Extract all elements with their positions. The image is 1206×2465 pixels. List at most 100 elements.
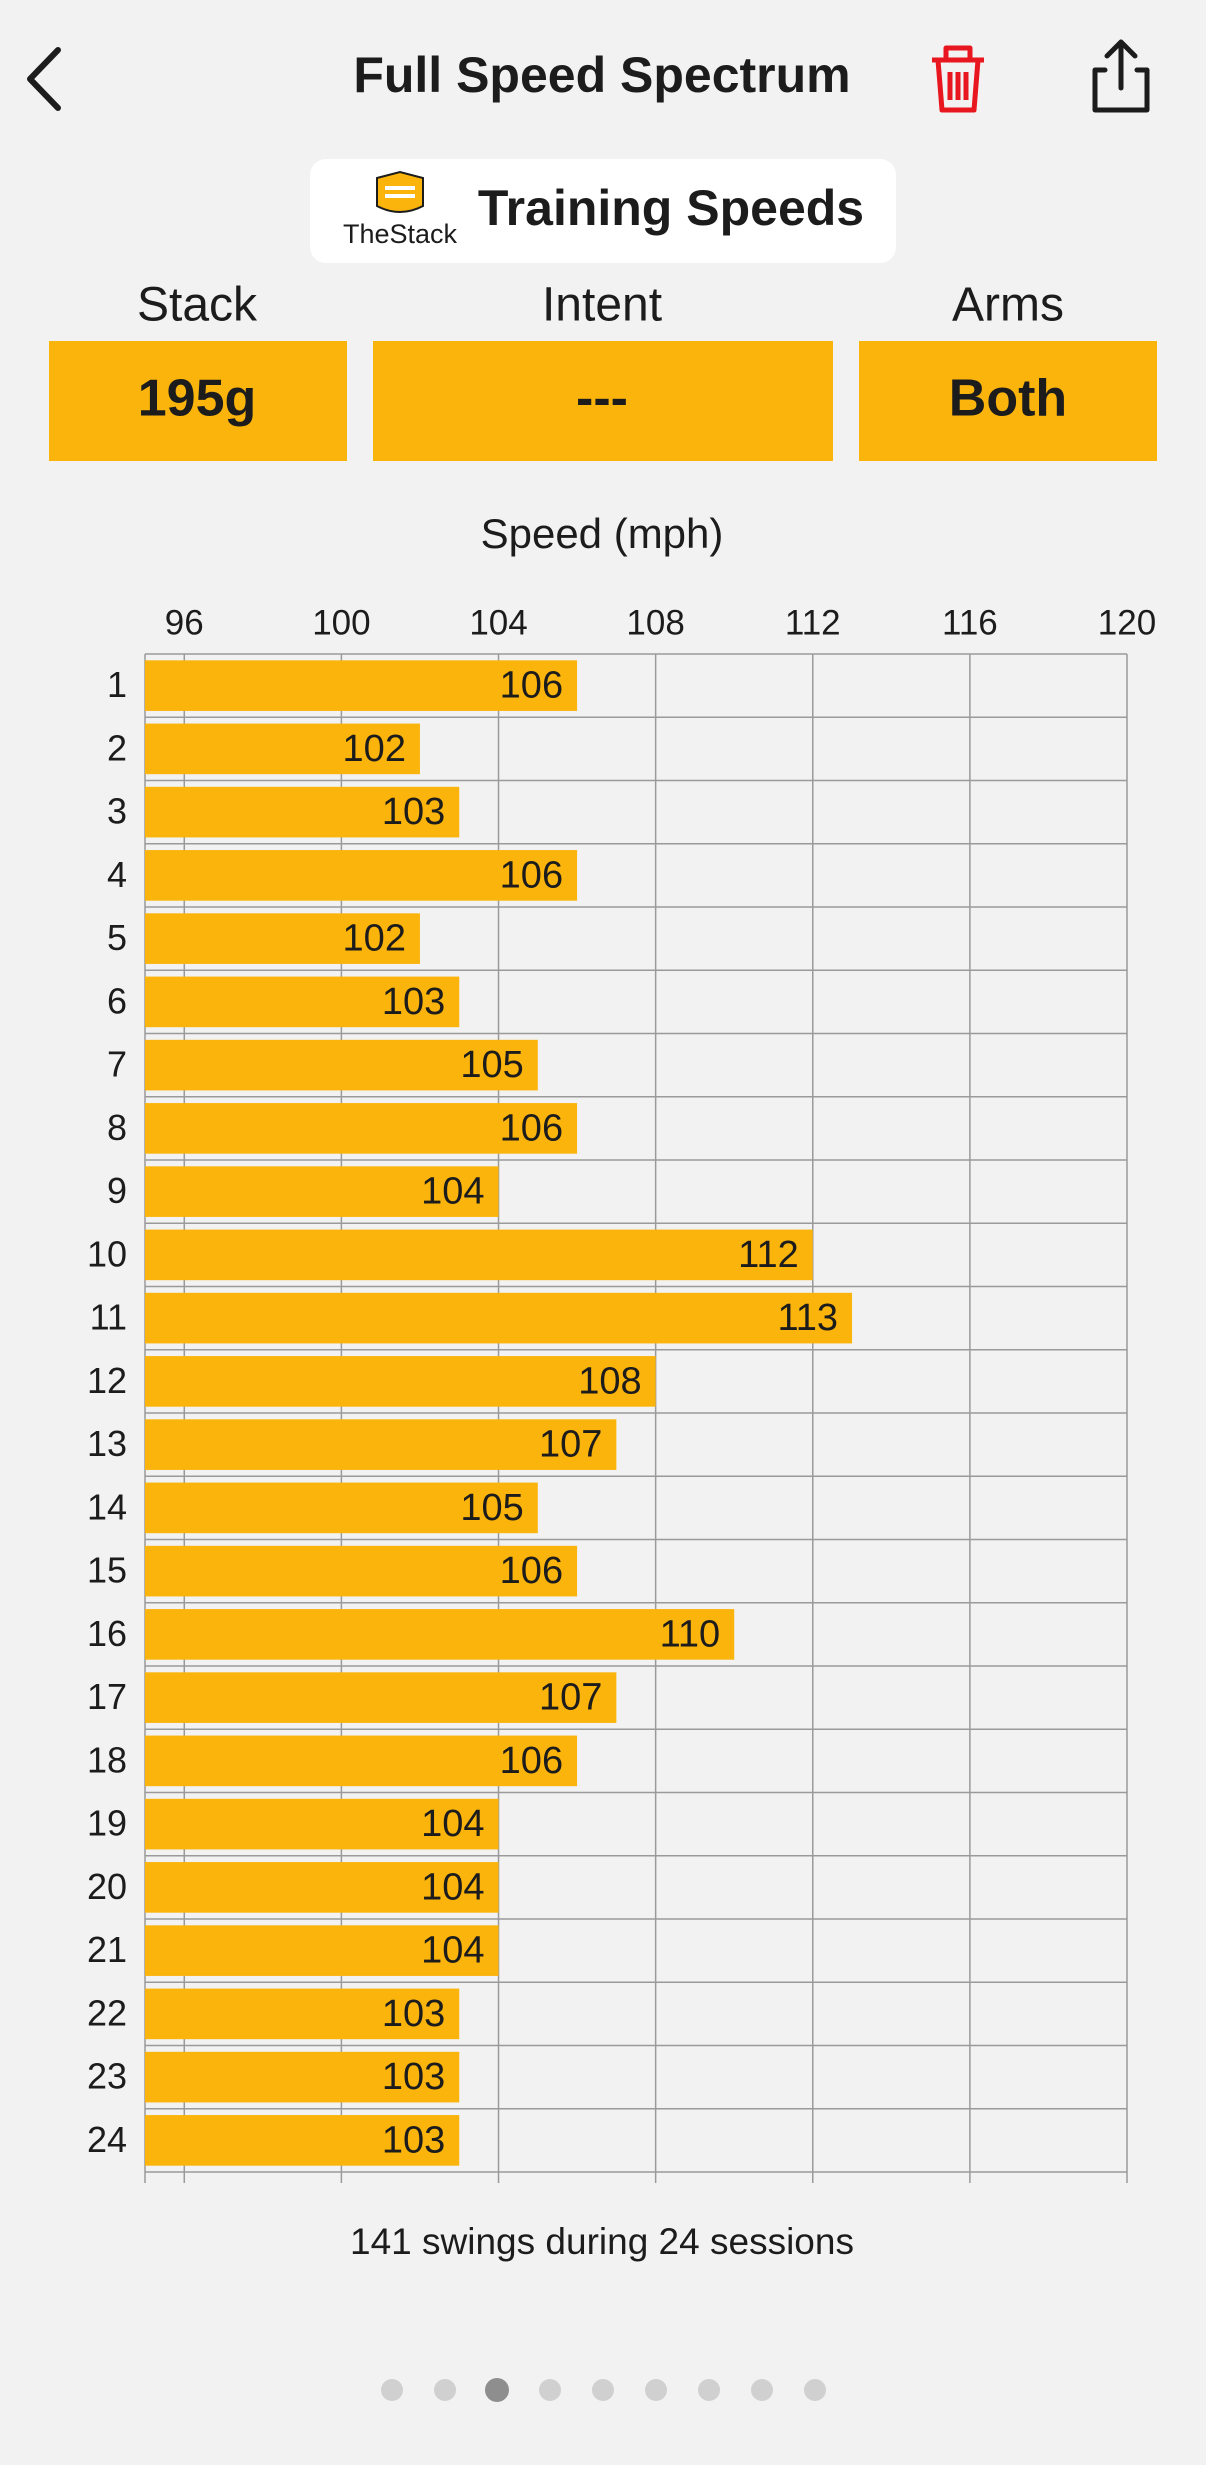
- value-label: 106: [500, 665, 563, 707]
- bar: [145, 1482, 538, 1534]
- y-tick-label: 3: [107, 791, 127, 832]
- value-label: 107: [539, 1424, 602, 1466]
- bar: [145, 723, 420, 775]
- value-label: 110: [660, 1613, 721, 1655]
- y-tick-label: 8: [107, 1107, 127, 1148]
- value-label: 103: [382, 981, 445, 1023]
- filter-label: Intent: [542, 279, 662, 332]
- y-tick-label: 22: [87, 1992, 127, 2033]
- footer-note: 141 swings during 24 sessions: [350, 2221, 854, 2262]
- value-label: 103: [382, 2056, 445, 2098]
- y-tick-label: 12: [87, 1360, 127, 1401]
- delete-button[interactable]: [932, 45, 984, 113]
- value-label: 113: [777, 1297, 838, 1339]
- value-label: 106: [500, 1107, 563, 1149]
- value-label: 107: [539, 1677, 602, 1719]
- bar: [145, 1798, 499, 1850]
- bar: [145, 2115, 460, 2166]
- bar: [145, 1609, 735, 1660]
- y-tick-label: 10: [87, 1233, 127, 1274]
- filter-label: Arms: [952, 279, 1064, 332]
- filter-value: Both: [949, 370, 1067, 428]
- value-label: 106: [500, 1550, 563, 1592]
- x-tick-label: 104: [469, 603, 527, 642]
- filter-button[interactable]: [49, 341, 347, 461]
- bar: [145, 1292, 853, 1344]
- y-tick-label: 19: [87, 1803, 127, 1844]
- y-tick-label: 20: [87, 1866, 127, 1907]
- y-tick-label: 7: [107, 1044, 127, 1085]
- page-dot[interactable]: [381, 2379, 403, 2401]
- filter-label: Stack: [137, 279, 258, 332]
- bar: [145, 1166, 499, 1217]
- page-dot[interactable]: [645, 2379, 667, 2401]
- x-tick-label: 112: [785, 603, 841, 642]
- bar: [145, 850, 578, 901]
- y-tick-label: 16: [87, 1613, 127, 1654]
- bar: [145, 660, 578, 711]
- bar: [145, 1735, 578, 1787]
- value-label: 103: [382, 2119, 445, 2161]
- logo-icon: [376, 170, 424, 213]
- page-dot[interactable]: [539, 2379, 561, 2401]
- bar: [145, 1862, 499, 1913]
- y-tick-label: 6: [107, 980, 127, 1021]
- y-tick-label: 1: [107, 664, 127, 705]
- x-tick-label: 120: [1098, 603, 1156, 642]
- bar: [145, 1039, 538, 1091]
- bar: [145, 1419, 617, 1470]
- x-axis-title: Speed (mph): [481, 510, 724, 557]
- bar: [145, 1988, 460, 2040]
- y-tick-label: 21: [87, 1929, 127, 1970]
- value-label: 103: [382, 791, 445, 833]
- page-dot[interactable]: [592, 2379, 614, 2401]
- filter-value: 195g: [138, 370, 257, 428]
- y-tick-label: 9: [107, 1170, 127, 1211]
- logo-heading: Training Speeds: [478, 180, 864, 236]
- y-tick-label: 5: [107, 917, 127, 958]
- bar: [145, 1229, 813, 1281]
- page-dot[interactable]: [485, 2378, 509, 2402]
- bar: [145, 2051, 460, 2103]
- bar: [145, 913, 420, 964]
- page-dot[interactable]: [751, 2379, 773, 2401]
- bar: [145, 1356, 656, 1407]
- bar: [145, 1545, 578, 1597]
- x-tick-label: 116: [942, 603, 998, 642]
- value-label: 104: [421, 1930, 484, 1972]
- value-label: 104: [421, 1171, 484, 1213]
- bar: [145, 1925, 499, 1976]
- page-dot[interactable]: [434, 2379, 456, 2401]
- value-label: 103: [382, 1993, 445, 2035]
- bar: [145, 976, 460, 1028]
- y-tick-label: 13: [87, 1423, 127, 1464]
- page-dot[interactable]: [804, 2379, 826, 2401]
- filter-button[interactable]: [373, 341, 833, 461]
- logo-card: [310, 159, 896, 263]
- value-label: 105: [460, 1487, 523, 1529]
- y-tick-label: 14: [87, 1486, 127, 1527]
- y-tick-label: 2: [107, 727, 127, 768]
- value-label: 106: [500, 1740, 563, 1782]
- bar: [145, 1672, 617, 1723]
- value-label: 106: [500, 854, 563, 896]
- y-tick-label: 11: [90, 1297, 127, 1338]
- y-tick-label: 18: [87, 1739, 127, 1780]
- page-dot[interactable]: [698, 2379, 720, 2401]
- y-tick-label: 15: [87, 1550, 127, 1591]
- x-tick-label: 100: [312, 603, 370, 642]
- value-label: 105: [460, 1044, 523, 1086]
- share-button[interactable]: [1092, 39, 1150, 113]
- logo-brand: TheStack: [343, 219, 458, 249]
- filter-value: ---: [576, 370, 628, 428]
- y-tick-label: 17: [87, 1676, 127, 1717]
- back-button[interactable]: [27, 47, 61, 111]
- bar: [145, 1103, 578, 1154]
- filter-button[interactable]: [859, 341, 1157, 461]
- value-label: 102: [343, 918, 406, 960]
- value-label: 104: [421, 1866, 484, 1908]
- bar: [145, 786, 460, 838]
- y-tick-label: 23: [87, 2056, 127, 2097]
